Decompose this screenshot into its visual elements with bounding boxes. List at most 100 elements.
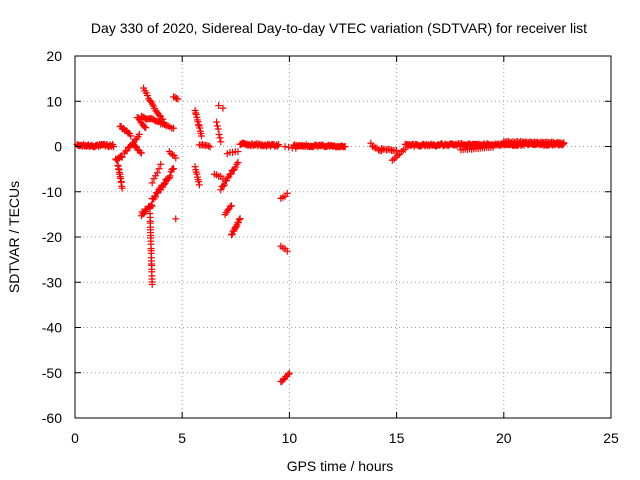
y-tick-label: -20 bbox=[42, 229, 62, 245]
data-point bbox=[341, 143, 349, 151]
y-tick-label: -50 bbox=[42, 365, 62, 381]
y-tick-label: -30 bbox=[42, 274, 62, 290]
data-point bbox=[172, 215, 180, 223]
data-point bbox=[489, 143, 497, 151]
data-point bbox=[141, 123, 149, 131]
x-tick-label: 15 bbox=[389, 430, 405, 446]
data-point bbox=[217, 138, 225, 146]
y-tick-label: -10 bbox=[42, 184, 62, 200]
data-point bbox=[170, 124, 178, 132]
y-axis-title: SDTVAR / TECUs bbox=[6, 181, 22, 293]
data-point bbox=[172, 154, 180, 162]
data-point bbox=[215, 130, 223, 138]
data-point bbox=[166, 172, 174, 180]
data-point bbox=[368, 142, 376, 150]
data-point bbox=[234, 159, 242, 167]
data-point bbox=[227, 170, 235, 178]
data-point bbox=[195, 178, 203, 186]
data-point bbox=[219, 182, 227, 190]
data-point bbox=[285, 369, 293, 377]
data-point bbox=[217, 186, 225, 194]
data-point bbox=[236, 215, 244, 223]
data-point bbox=[378, 144, 386, 152]
data-point bbox=[152, 193, 160, 201]
data-point bbox=[393, 147, 401, 155]
data-point bbox=[191, 163, 199, 171]
data-point bbox=[215, 102, 223, 110]
data-point bbox=[148, 280, 156, 288]
data-point bbox=[118, 184, 126, 192]
data-point bbox=[219, 104, 227, 112]
y-tick-label: 0 bbox=[54, 139, 62, 155]
data-points bbox=[73, 84, 568, 386]
data-point bbox=[110, 143, 118, 151]
data-point bbox=[388, 156, 396, 164]
data-point bbox=[206, 143, 214, 151]
data-point bbox=[165, 174, 173, 182]
data-point bbox=[148, 179, 156, 187]
axis-ticks: 0 5 10 15 20 25 -60 -50 -40 -30 -20 -10 0 10 20 bbox=[42, 48, 619, 446]
chart-title: Day 330 of 2020, Sidereal Day-to-day VTE… bbox=[91, 20, 587, 36]
data-point bbox=[224, 206, 232, 214]
data-point bbox=[284, 370, 292, 378]
data-point bbox=[370, 143, 378, 151]
data-point bbox=[386, 145, 394, 153]
data-point bbox=[234, 148, 242, 156]
data-point bbox=[131, 142, 139, 150]
data-point bbox=[118, 153, 126, 161]
data-point bbox=[127, 132, 135, 140]
data-point bbox=[143, 92, 151, 100]
data-point bbox=[148, 202, 156, 210]
x-tick-label: 0 bbox=[71, 430, 79, 446]
data-point bbox=[160, 180, 168, 188]
data-point bbox=[228, 230, 236, 238]
data-point bbox=[198, 141, 206, 149]
data-point bbox=[197, 132, 205, 140]
data-point bbox=[214, 125, 222, 133]
y-tick-label: 20 bbox=[46, 48, 62, 64]
data-point bbox=[235, 216, 243, 224]
data-point bbox=[193, 170, 201, 178]
data-point bbox=[153, 169, 161, 177]
data-point bbox=[367, 139, 375, 147]
data-point bbox=[168, 166, 176, 174]
data-point bbox=[155, 165, 163, 173]
data-point bbox=[213, 118, 221, 126]
data-point bbox=[159, 181, 167, 189]
data-point bbox=[233, 160, 241, 168]
x-tick-label: 25 bbox=[603, 430, 619, 446]
data-point bbox=[226, 202, 234, 210]
data-point bbox=[123, 147, 131, 155]
data-point bbox=[169, 151, 177, 159]
data-point bbox=[147, 201, 155, 209]
data-point bbox=[157, 160, 165, 168]
data-point bbox=[153, 189, 161, 197]
y-tick-label: 10 bbox=[46, 93, 62, 109]
data-point bbox=[231, 224, 239, 232]
data-point bbox=[275, 141, 283, 149]
data-point bbox=[136, 148, 144, 156]
data-point bbox=[213, 122, 221, 130]
data-point bbox=[220, 181, 228, 189]
x-axis-title: GPS time / hours bbox=[287, 458, 394, 474]
data-point bbox=[285, 143, 293, 151]
data-point bbox=[152, 172, 160, 180]
data-point bbox=[170, 165, 178, 173]
data-point bbox=[216, 134, 224, 142]
data-point bbox=[560, 139, 568, 147]
data-point bbox=[228, 231, 236, 239]
data-point bbox=[155, 111, 163, 119]
data-point bbox=[142, 124, 150, 132]
x-tick-label: 5 bbox=[178, 430, 186, 446]
data-point bbox=[205, 142, 213, 150]
data-point bbox=[137, 149, 145, 157]
data-point bbox=[195, 181, 203, 189]
data-point bbox=[228, 202, 236, 210]
data-point bbox=[274, 142, 282, 150]
data-point bbox=[283, 189, 291, 197]
data-point bbox=[283, 247, 291, 255]
data-point bbox=[146, 97, 154, 105]
x-tick-label: 10 bbox=[282, 430, 298, 446]
y-tick-label: -40 bbox=[42, 320, 62, 336]
